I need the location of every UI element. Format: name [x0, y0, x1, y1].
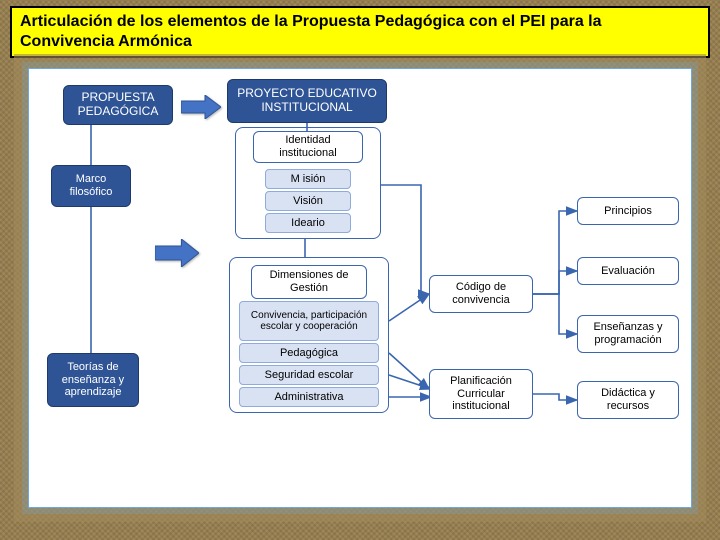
node-principios: Principios — [577, 197, 679, 225]
node-teorias: Teorías de enseñanza y aprendizaje — [47, 353, 139, 407]
node-propuesta: PROPUESTA PEDAGÓGICA — [63, 85, 173, 125]
node-planificacion: Planificación Curricular institucional — [429, 369, 533, 419]
node-evaluacion: Evaluación — [577, 257, 679, 285]
node-identidad: Identidad institucional — [253, 131, 363, 163]
diagram-canvas: PROPUESTA PEDAGÓGICA PROYECTO EDUCATIVO I… — [28, 68, 692, 508]
node-didactica: Didáctica y recursos — [577, 381, 679, 419]
node-administrativa: Administrativa — [239, 387, 379, 407]
node-pei: PROYECTO EDUCATIVO INSTITUCIONAL — [227, 79, 387, 123]
block-arrow-1 — [155, 239, 199, 267]
node-codigo: Código de convivencia — [429, 275, 533, 313]
node-ideario: Ideario — [265, 213, 351, 233]
node-pedagogica: Pedagógica — [239, 343, 379, 363]
page-title: Articulación de los elementos de la Prop… — [10, 6, 710, 58]
block-arrow-0 — [181, 95, 221, 119]
node-mision: M isión — [265, 169, 351, 189]
node-vision: Visión — [265, 191, 351, 211]
node-dimensiones: Dimensiones de Gestión — [251, 265, 367, 299]
node-seguridad: Seguridad escolar — [239, 365, 379, 385]
node-ensenanzas: Enseñanzas y programación — [577, 315, 679, 353]
node-convivencia: Convivencia, participación escolar y coo… — [239, 301, 379, 341]
node-marco: Marco filosófico — [51, 165, 131, 207]
